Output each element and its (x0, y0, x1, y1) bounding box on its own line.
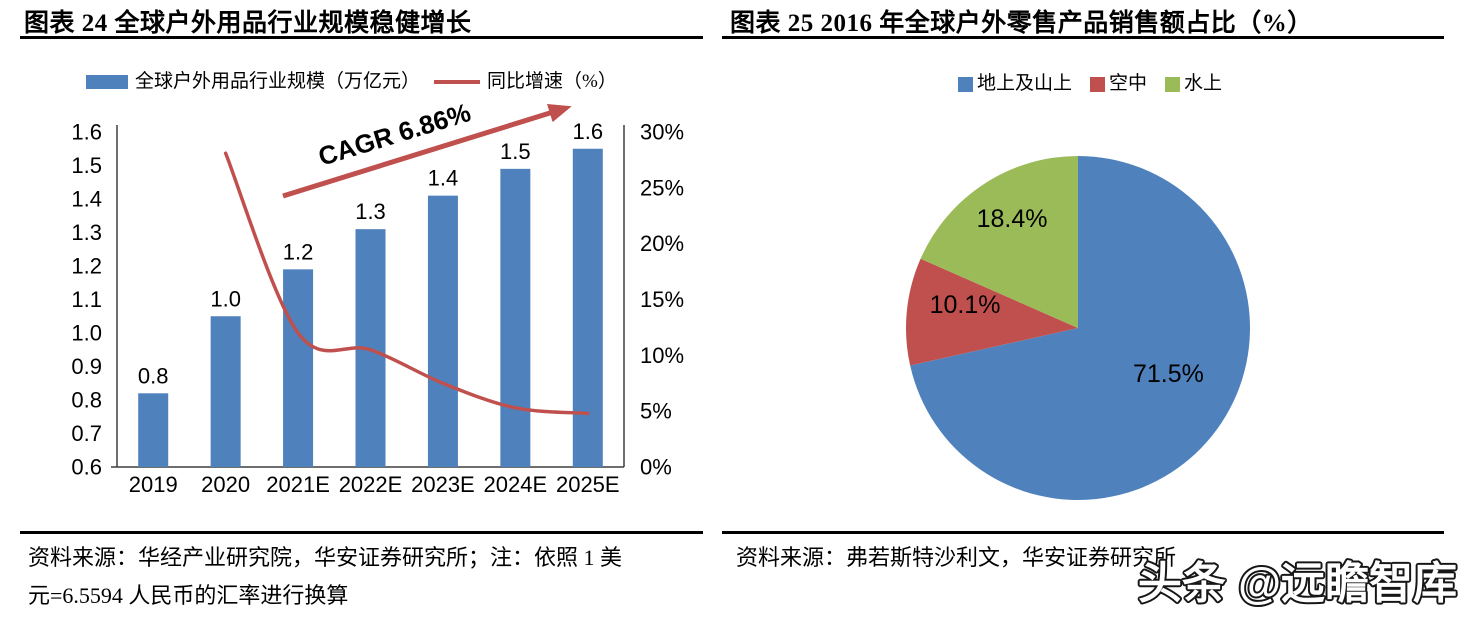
legend-water-label: 水上 (1184, 73, 1223, 94)
figure24-source-line1: 资料来源：华经产业研究院，华安证券研究所；注：依照 1 美 (28, 545, 623, 570)
figure25-source: 资料来源：弗若斯特沙利文，华安证券研究所 (736, 545, 1177, 570)
figure24-bottom-rule (20, 531, 703, 534)
figure25-title: 图表 25 2016 年全球户外零售产品销售额占比（%） (730, 10, 1313, 37)
svg-text:0.8: 0.8 (71, 388, 102, 413)
svg-text:1.5: 1.5 (71, 153, 102, 178)
figure25-title-rule (722, 36, 1444, 39)
figure24-legend: 全球户外用品行业规模（万亿元） 同比增速（%） (86, 72, 617, 92)
svg-text:2019: 2019 (129, 472, 178, 497)
legend-air-swatch (1089, 76, 1105, 92)
barline-chart-svg: 1.6 1.5 1.4 1.3 1.2 1.1 1.0 0.9 0.8 0.7 0.6 30% 25% 2… (71, 97, 684, 497)
svg-text:1.2: 1.2 (71, 254, 102, 279)
svg-text:2023E: 2023E (411, 472, 475, 497)
bar-2020 (210, 316, 241, 467)
svg-text:1.3: 1.3 (355, 199, 386, 224)
svg-text:25%: 25% (640, 175, 684, 200)
svg-text:1.3: 1.3 (71, 220, 102, 245)
bar-2019 (138, 393, 169, 467)
pie-slice-空中 (906, 258, 1078, 366)
svg-text:71.5%: 71.5% (1133, 360, 1204, 388)
svg-text:15%: 15% (640, 287, 684, 312)
legend-item-water: 水上 (1165, 74, 1222, 94)
figure25-bottom-rule (722, 531, 1444, 534)
bar-2025E (572, 148, 603, 467)
legend-bar-label: 全球户外用品行业规模（万亿元） (135, 71, 421, 92)
pie-slice-地上及山上 (910, 156, 1250, 500)
pie-chart-svg: 71.5% 10.1% 18.4% (906, 156, 1250, 500)
svg-text:1.2: 1.2 (283, 239, 314, 264)
svg-text:10%: 10% (640, 343, 684, 368)
svg-text:1.6: 1.6 (71, 120, 102, 145)
figure24-title-rule (20, 36, 703, 39)
bar-2024E (500, 168, 531, 467)
svg-text:1.6: 1.6 (572, 119, 603, 144)
right-axis-ticks: 30% 25% 20% 15% 10% 5% 0% (640, 120, 684, 480)
svg-text:30%: 30% (640, 120, 684, 145)
legend-line-label: 同比增速（%） (487, 71, 617, 92)
legend-water-swatch (1165, 76, 1180, 92)
svg-text:0.6: 0.6 (71, 455, 102, 480)
svg-text:2021E: 2021E (266, 472, 330, 497)
svg-text:18.4%: 18.4% (977, 205, 1048, 233)
svg-text:1.0: 1.0 (210, 286, 241, 311)
x-axis-labels: 2019 2020 2021E 2022E 2023E 2024E 2025E (129, 472, 620, 497)
svg-text:2022E: 2022E (339, 472, 403, 497)
watermark-text: 头条 @远瞻智库 (1138, 559, 1457, 608)
svg-text:1.5: 1.5 (500, 139, 531, 164)
svg-text:2020: 2020 (201, 472, 250, 497)
bar-2021E (283, 269, 314, 467)
legend-ground-swatch (957, 76, 973, 92)
svg-text:20%: 20% (640, 231, 684, 256)
svg-text:5%: 5% (640, 399, 672, 424)
svg-text:2024E: 2024E (484, 472, 548, 497)
pie-slice-水上 (920, 156, 1078, 328)
figure24-title: 图表 24 全球户外用品行业规模稳健增长 (24, 10, 472, 37)
figure25-legend: 地上及山上 空中 水上 (880, 74, 1300, 94)
legend-bar-swatch (86, 75, 128, 89)
svg-text:0.8: 0.8 (138, 363, 169, 388)
watermark: 头条 @远瞻智库 (1136, 557, 1459, 610)
legend-item-air: 空中 (1089, 73, 1147, 94)
left-axis-ticks: 1.6 1.5 1.4 1.3 1.2 1.1 1.0 0.9 0.8 0.7 0.6 (71, 120, 102, 480)
legend-line-swatch (434, 80, 481, 84)
svg-text:1.0: 1.0 (71, 321, 102, 346)
svg-text:1.1: 1.1 (71, 287, 102, 312)
growth-rate-line (223, 151, 590, 416)
legend-air-label: 空中 (1108, 73, 1147, 94)
figure24-source-line2: 元=6.5594 人民币的汇率进行换算 (28, 583, 349, 608)
industry-scale-bars: 0.8 1.0 1.2 1.3 1.4 1.5 1.6 (138, 119, 603, 467)
svg-text:1.4: 1.4 (71, 187, 102, 212)
legend-item-ground: 地上及山上 (957, 73, 1072, 94)
legend-ground-label: 地上及山上 (976, 73, 1072, 94)
svg-text:2025E: 2025E (556, 472, 620, 497)
svg-text:0.7: 0.7 (71, 421, 102, 446)
svg-text:10.1%: 10.1% (930, 291, 1001, 319)
svg-text:1.4: 1.4 (428, 166, 459, 191)
pie-value-labels: 71.5% 10.1% 18.4% (930, 205, 1204, 388)
svg-text:0.9: 0.9 (71, 354, 102, 379)
bar-2023E (427, 195, 458, 467)
pie-slices (906, 156, 1250, 500)
svg-text:0%: 0% (640, 455, 672, 480)
